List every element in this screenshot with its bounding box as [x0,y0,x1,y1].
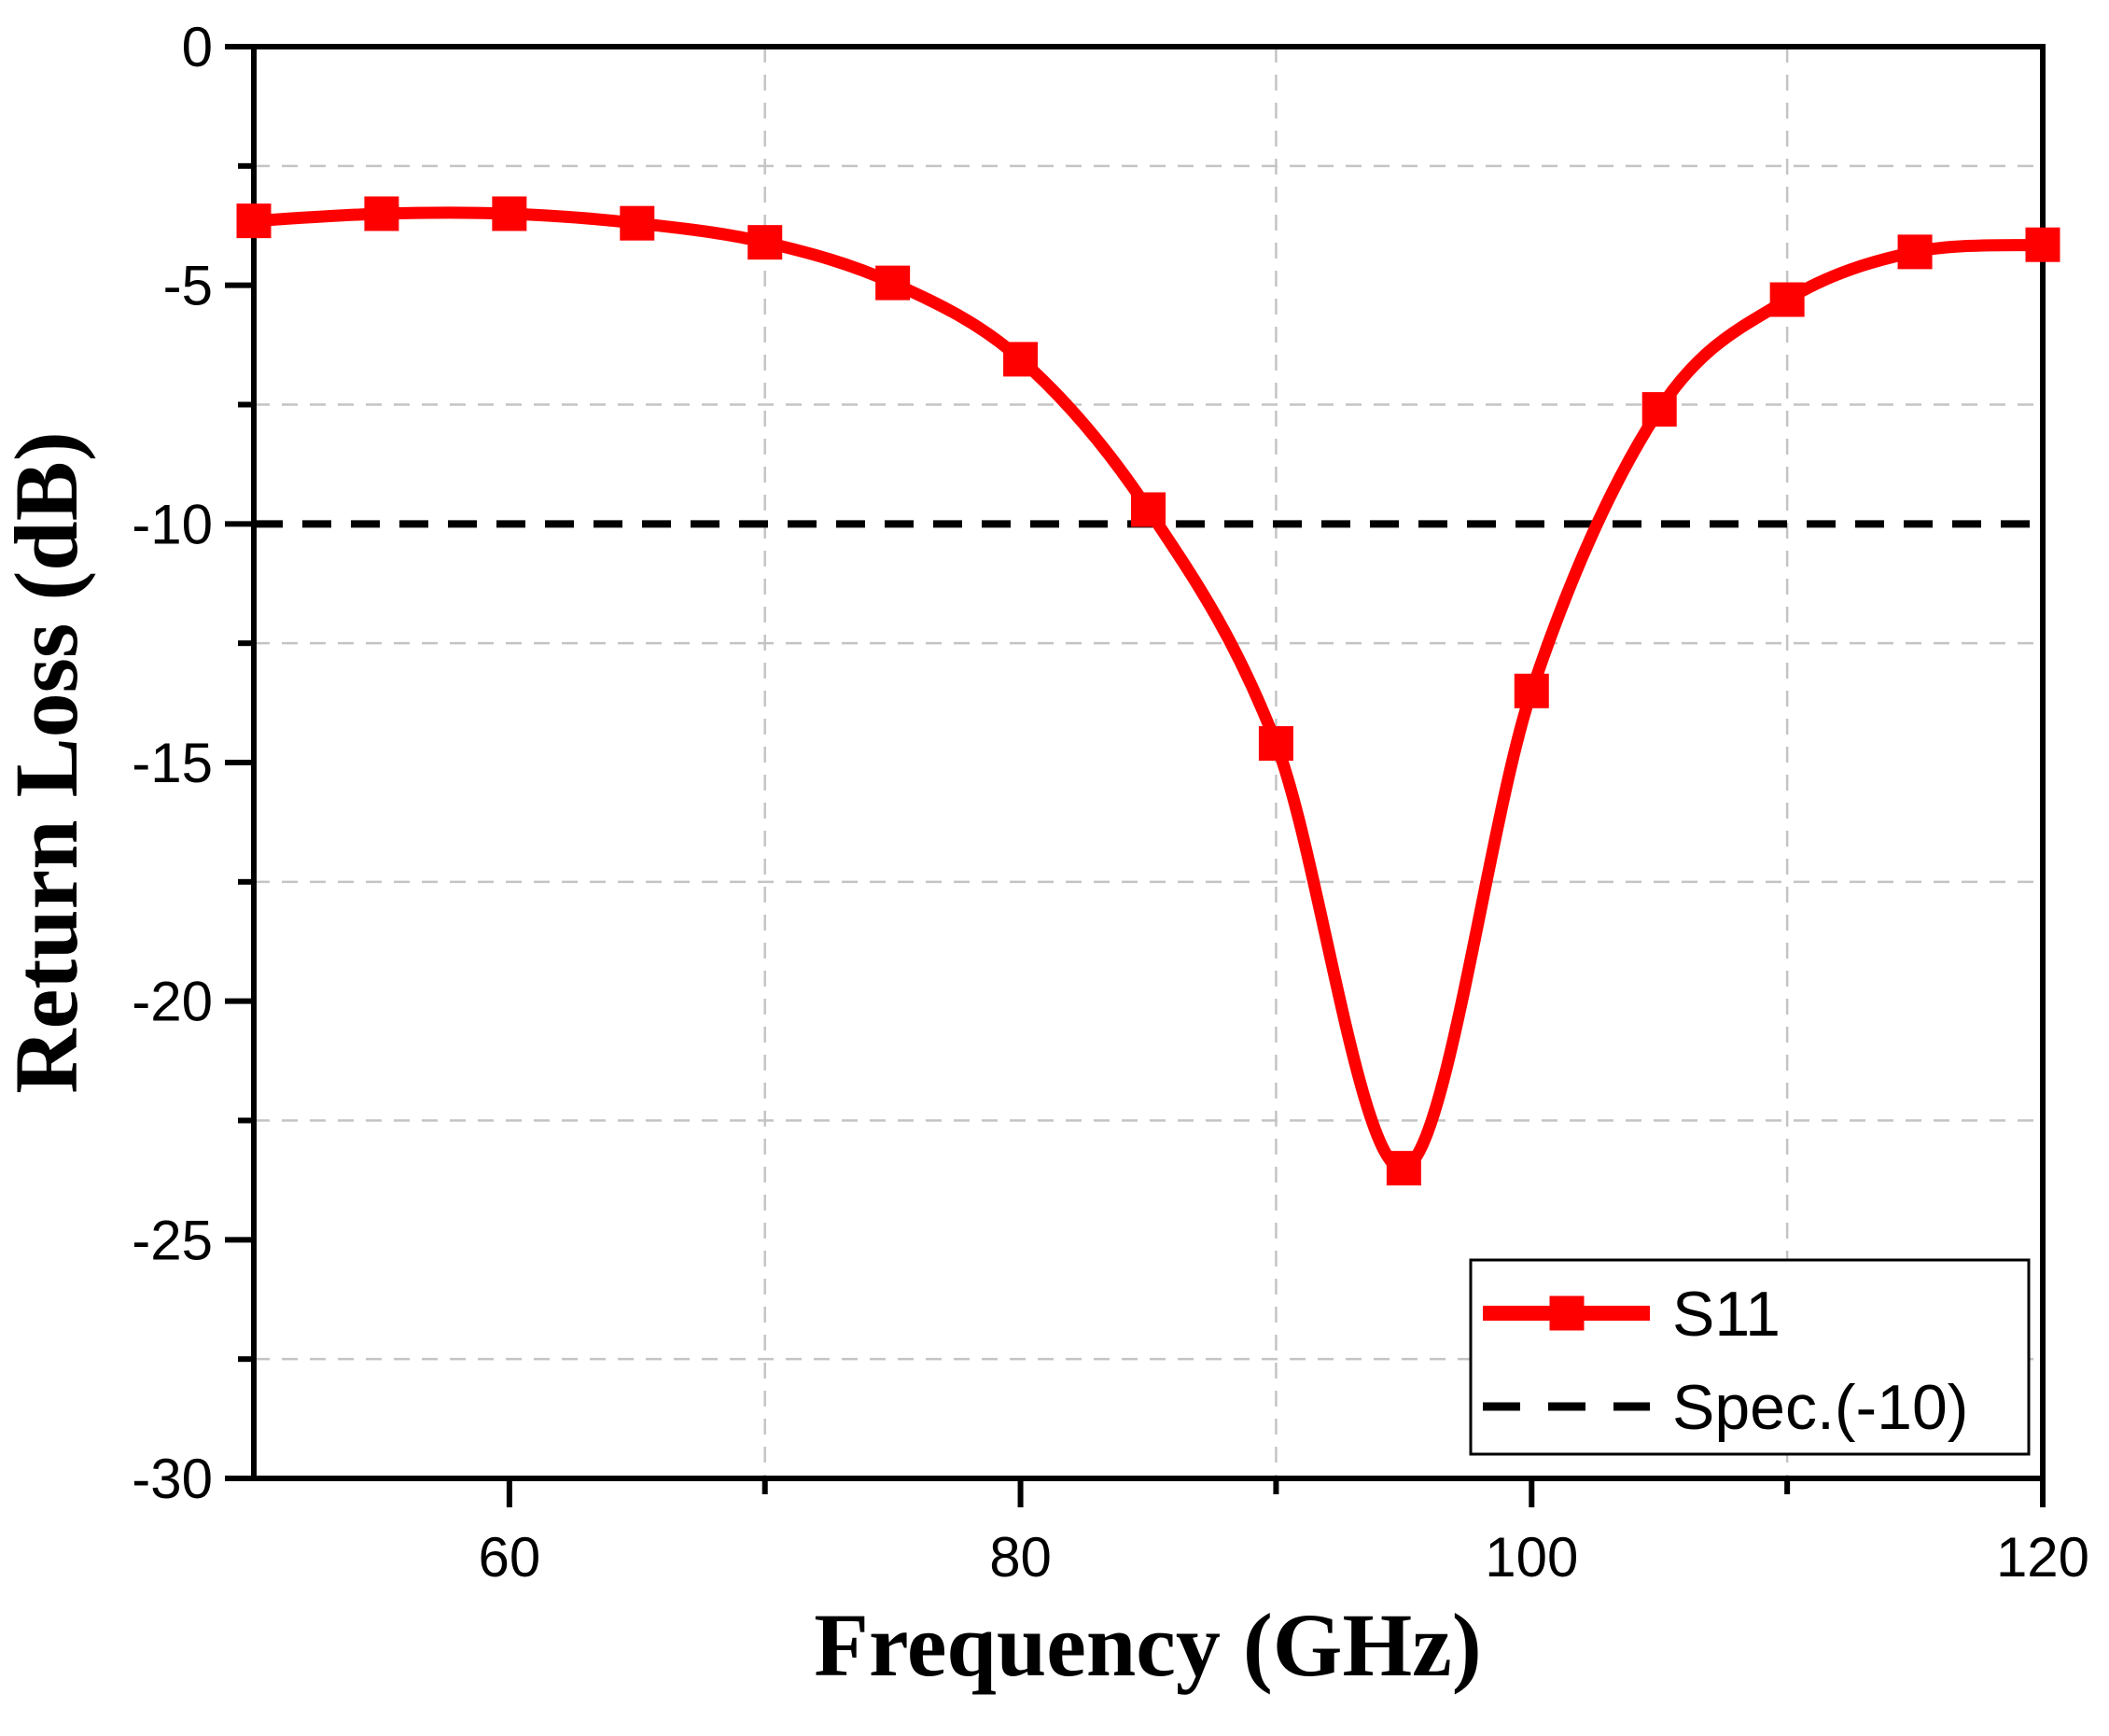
s11-data-marker [1897,234,1933,270]
x-tick-label: 60 [478,1526,540,1589]
x-tick-label: 100 [1485,1526,1578,1589]
y-tick-label: -20 [132,971,213,1033]
legend-label-spec: Spec.(-10) [1672,1372,1968,1443]
y-tick-label: -10 [132,493,213,555]
x-tick-label: 120 [1996,1526,2089,1589]
s11-data-marker [1641,392,1677,427]
s11-data-marker [1258,726,1293,762]
s11-data-marker [2025,227,2060,262]
legend-label-s11: S11 [1672,1279,1781,1350]
s11-data-marker [1131,492,1166,527]
legend-s11-marker-sample [1549,1295,1585,1331]
s11-data-marker [1769,282,1805,317]
s11-data-marker [1514,673,1549,708]
x-tick-label: 80 [989,1526,1052,1589]
y-axis-title: Return Loss (dB) [0,431,96,1093]
plot-frame [251,44,2046,1481]
axes-frame-layer [225,44,2046,1507]
s11-data-marker [236,203,272,239]
y-tick-label: -30 [132,1448,213,1510]
s11-curve [253,206,2044,1175]
legend-box [1469,1258,2031,1456]
s11-data-marker [1386,1151,1421,1186]
y-tick-label: -25 [132,1209,213,1271]
s11-data-marker [1003,342,1039,377]
tick-label-layer: 0 -5 -10 -15 -20 -25 -30 60 80 100 120 [132,16,2089,1589]
legend: S11 Spec.(-10) [1469,1258,2031,1456]
y-tick-label: 0 [182,16,213,78]
s11-data-marker [620,205,655,241]
x-axis-title: Frequency (GHz) [814,1595,1481,1695]
series-layer [236,196,2060,1186]
y-tick-label: -5 [163,255,213,317]
s11-data-marker [492,196,527,231]
s11-data-marker [364,196,399,231]
y-tick-label: -15 [132,732,213,794]
s11-data-marker [747,225,783,260]
s11-data-marker [875,265,911,301]
